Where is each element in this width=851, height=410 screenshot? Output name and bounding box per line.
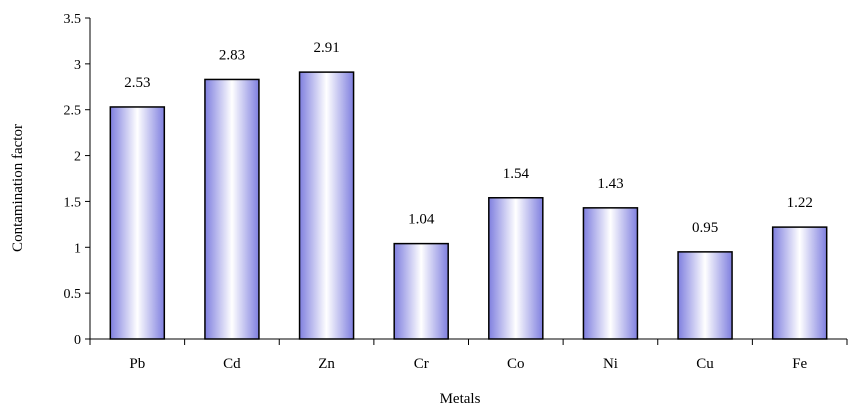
bars-group: 2.53 2.83 2.91 1.04 1.54 1.43 0.95 1.22	[109, 40, 828, 340]
bar-pb	[109, 106, 166, 340]
y-tick-label: 1	[74, 241, 81, 256]
y-tick-label: 3	[74, 58, 81, 73]
y-tick-label: 1.5	[64, 195, 82, 210]
data-label-pb: 2.53	[124, 75, 150, 91]
bar-co	[488, 197, 544, 340]
data-label-cu: 0.95	[692, 220, 718, 236]
bar-cd	[204, 78, 260, 340]
x-tick-label-co: Co	[507, 356, 525, 372]
x-tick-label-cu: Cu	[696, 356, 714, 372]
x-tick-label-ni: Ni	[603, 356, 618, 372]
bar-zn	[298, 71, 355, 340]
data-label-fe: 1.22	[787, 195, 813, 211]
y-axis: 0 0.5 1 1.5 2 2.5 3 3.5	[64, 12, 91, 348]
x-tick-label-pb: Pb	[129, 356, 145, 372]
y-tick-label: 0.5	[64, 287, 82, 302]
data-label-zn: 2.91	[313, 40, 339, 56]
data-label-ni: 1.43	[597, 176, 623, 192]
bar-ni	[582, 207, 639, 340]
x-tick-label-fe: Fe	[792, 356, 807, 372]
x-tick-label-cd: Cd	[223, 356, 241, 372]
x-axis-title: Metals	[440, 391, 481, 407]
x-axis: Pb Cd Zn Cr Co Ni Cu Fe	[89, 338, 848, 372]
data-label-co: 1.54	[503, 166, 530, 182]
y-tick-label: 2.5	[64, 104, 82, 119]
bar-fe	[771, 226, 828, 340]
data-label-cr: 1.04	[408, 212, 435, 228]
y-tick-label: 3.5	[64, 12, 82, 27]
bar-cu	[677, 251, 733, 340]
data-label-cd: 2.83	[219, 47, 245, 63]
y-tick-label: 0	[74, 333, 81, 348]
y-tick-label: 2	[74, 150, 81, 165]
x-tick-label-cr: Cr	[414, 356, 429, 372]
x-tick-label-zn: Zn	[318, 356, 335, 372]
y-axis-title: Contamination factor	[10, 124, 26, 252]
bar-cr	[393, 242, 449, 340]
